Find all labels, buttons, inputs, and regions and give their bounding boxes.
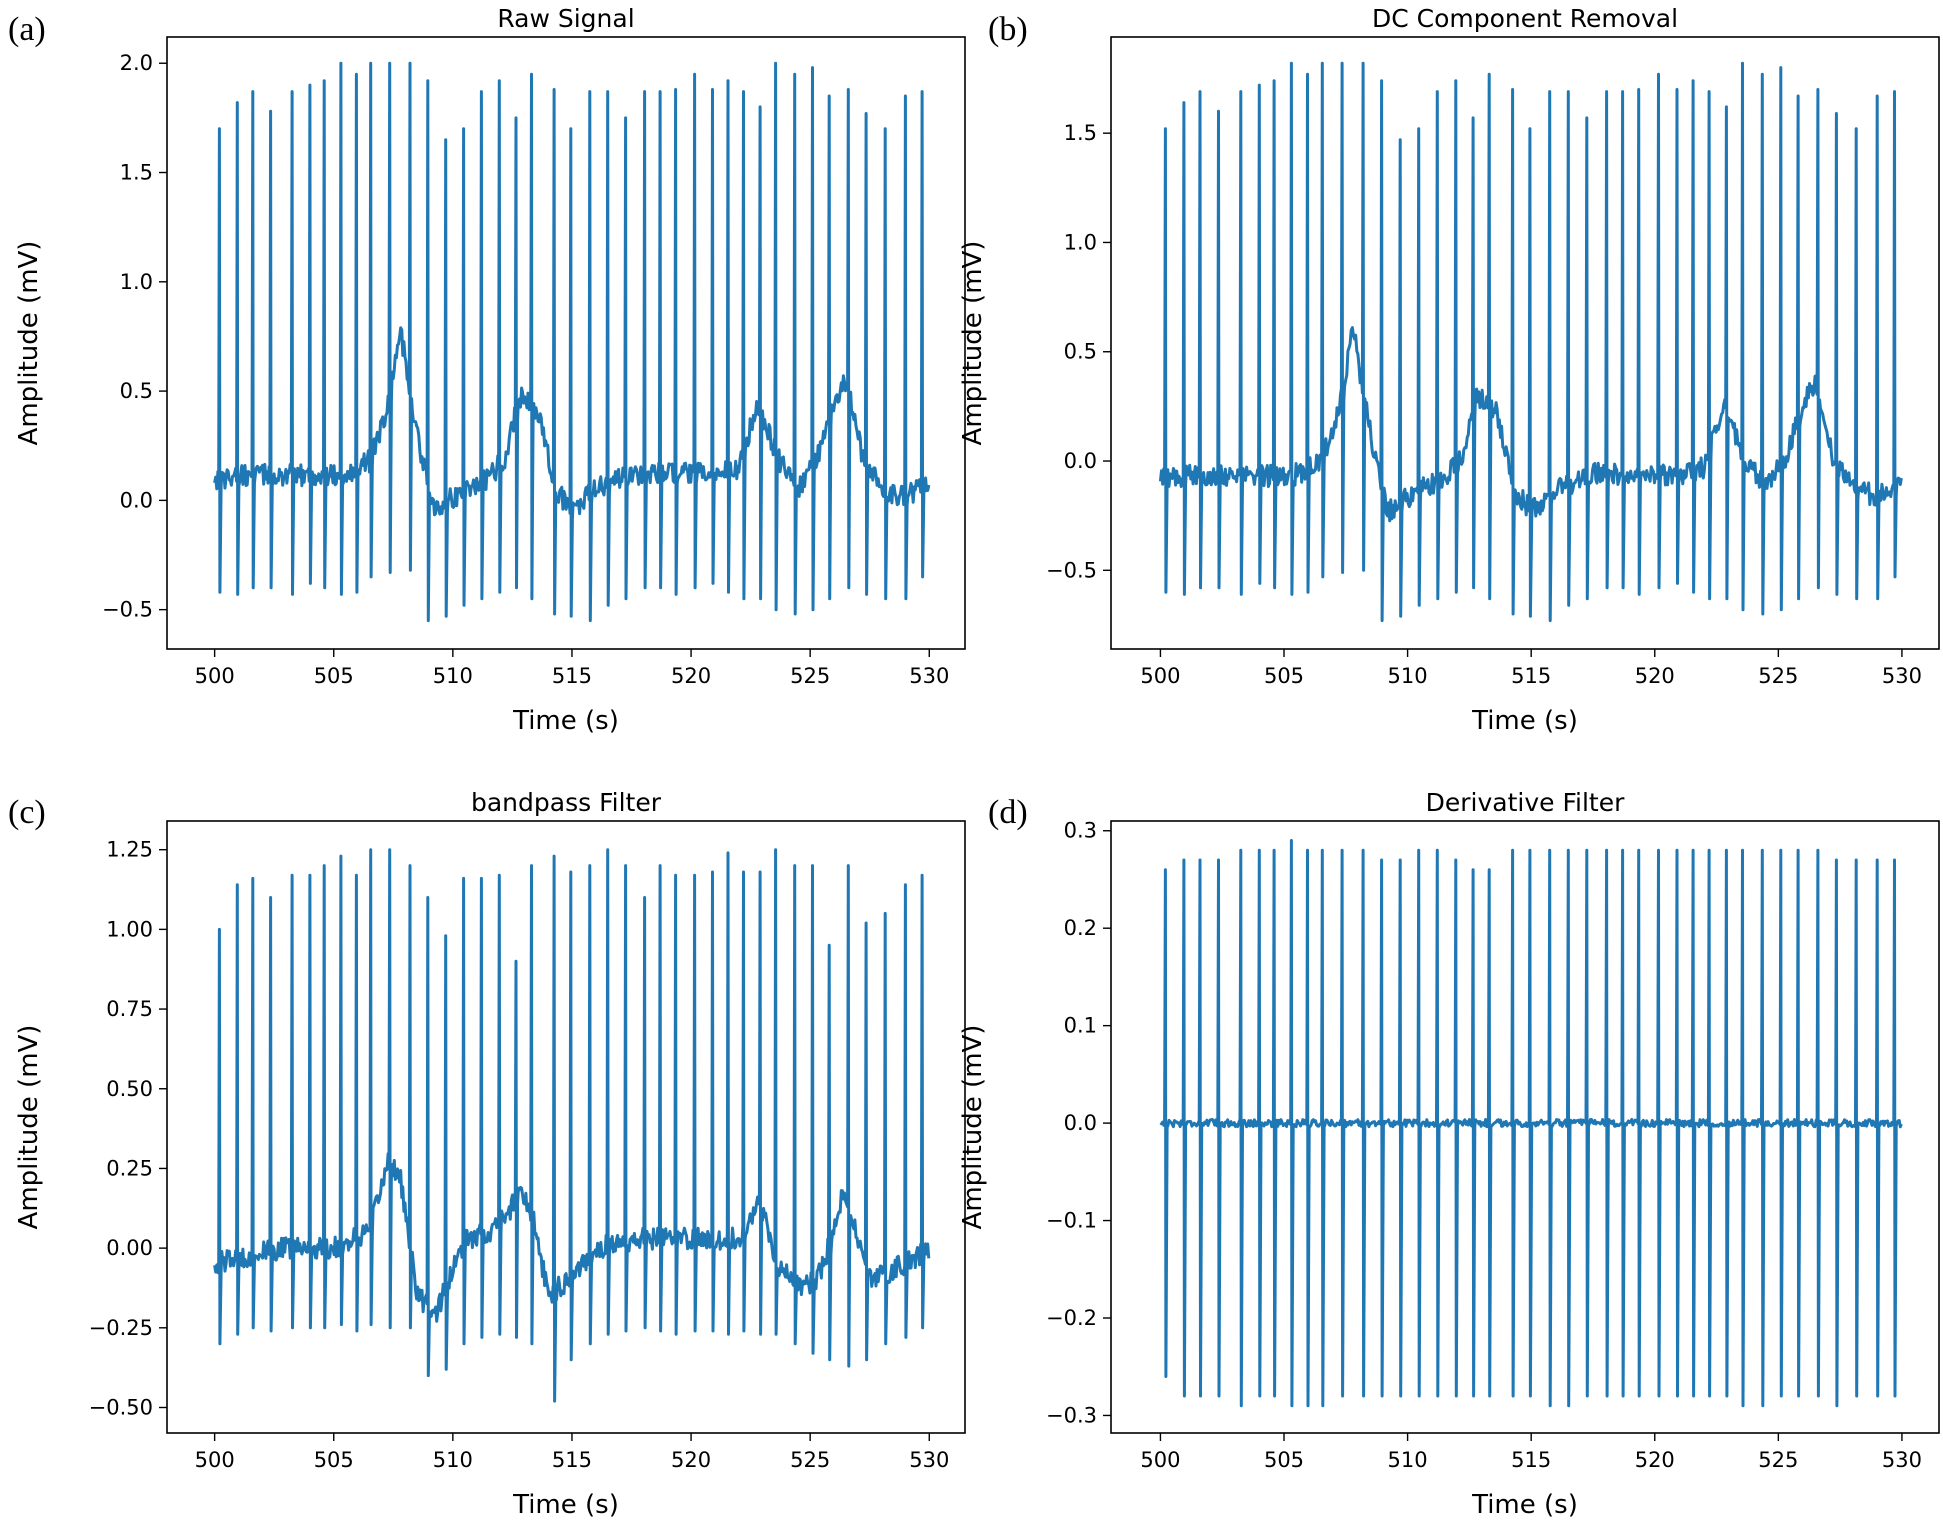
x-tick-label: 500 [195, 1448, 235, 1472]
x-tick-label: 520 [671, 1448, 711, 1472]
y-tick-label: −0.2 [1046, 1306, 1097, 1330]
y-tick-label: 0.00 [106, 1236, 153, 1260]
x-tick-label: 520 [671, 664, 711, 688]
y-axis-label: Amplitude (mV) [14, 1025, 44, 1230]
x-tick-label: 510 [433, 664, 473, 688]
x-tick-label: 530 [909, 1448, 949, 1472]
chart-title: bandpass Filter [471, 788, 662, 817]
y-tick-label: 0.50 [106, 1077, 153, 1101]
y-tick-label: 0.25 [106, 1156, 153, 1180]
x-tick-label: 500 [1140, 1448, 1180, 1472]
x-tick-label: 520 [1635, 664, 1675, 688]
y-tick-label: 0.5 [120, 379, 153, 403]
x-tick-label: 525 [790, 1448, 830, 1472]
series-line-ecg [213, 61, 931, 623]
x-tick-label: 525 [1758, 664, 1798, 688]
series-line-ecg [213, 848, 931, 1403]
series-line-ecg [1158, 61, 1903, 623]
plot-frame [166, 820, 966, 1434]
y-tick-label: 1.00 [106, 917, 153, 941]
x-tick-label: 530 [1882, 1448, 1922, 1472]
y-tick-label: 1.5 [1064, 121, 1097, 145]
plot-frame [166, 36, 966, 650]
chart-title: Raw Signal [497, 4, 634, 33]
y-tick-label: 0.5 [1064, 340, 1097, 364]
chart-panel-1: (a) Raw Signal Time (s) Amplitude (mV) 500 50… [8, 4, 966, 736]
y-tick-label: 0.0 [1064, 449, 1097, 473]
x-tick-label: 510 [433, 1448, 473, 1472]
x-tick-label: 510 [1388, 1448, 1428, 1472]
x-axis-label: Time (s) [512, 1490, 619, 1520]
x-tick-label: 500 [195, 664, 235, 688]
y-tick-label: 0.1 [1064, 1014, 1097, 1038]
panel-label: (a) [8, 11, 46, 48]
panel-label: (b) [988, 11, 1028, 48]
panel-label: (c) [8, 794, 46, 831]
series-line-ecg [1159, 839, 1903, 1408]
y-axis-label: Amplitude (mV) [958, 241, 988, 446]
panel-label: (d) [988, 794, 1028, 831]
x-tick-label: 525 [1758, 1448, 1798, 1472]
y-tick-label: 1.0 [1064, 230, 1097, 254]
y-tick-label: −0.50 [89, 1396, 153, 1420]
x-tick-label: 505 [1264, 664, 1304, 688]
chart-title: Derivative Filter [1426, 788, 1625, 817]
x-tick-label: 505 [314, 664, 354, 688]
y-tick-label: 0.2 [1064, 916, 1097, 940]
y-tick-label: 1.25 [106, 838, 153, 862]
y-tick-label: 0.75 [106, 997, 153, 1021]
x-axis-label: Time (s) [512, 706, 619, 736]
plot-frame [1110, 36, 1940, 650]
x-axis-label: Time (s) [1471, 706, 1578, 736]
x-tick-label: 530 [1882, 664, 1922, 688]
x-tick-label: 515 [1511, 1448, 1551, 1472]
chart-panel-4: (d) Derivative Filter Time (s) Amplitude (m… [958, 788, 1940, 1520]
x-tick-label: 515 [1511, 664, 1551, 688]
y-tick-label: −0.3 [1046, 1403, 1097, 1427]
y-tick-label: −0.5 [102, 598, 153, 622]
x-tick-label: 505 [1264, 1448, 1304, 1472]
x-tick-label: 515 [552, 1448, 592, 1472]
y-tick-label: −0.1 [1046, 1209, 1097, 1233]
chart-panel-3: (c) bandpass Filter Time (s) Amplitude (mV)… [8, 788, 966, 1520]
y-tick-label: 1.5 [120, 161, 153, 185]
x-tick-label: 500 [1140, 664, 1180, 688]
y-tick-label: −0.25 [89, 1316, 153, 1340]
y-tick-label: −0.5 [1046, 558, 1097, 582]
y-tick-label: 0.0 [120, 488, 153, 512]
y-tick-label: 0.0 [1064, 1111, 1097, 1135]
x-tick-label: 515 [552, 664, 592, 688]
x-tick-label: 530 [909, 664, 949, 688]
y-tick-label: 1.0 [120, 270, 153, 294]
x-tick-label: 510 [1388, 664, 1428, 688]
x-tick-label: 525 [790, 664, 830, 688]
chart-title: DC Component Removal [1372, 4, 1678, 33]
y-tick-label: 0.3 [1064, 819, 1097, 843]
chart-panel-2: (b) DC Component Removal Time (s) Amplitude… [958, 4, 1940, 736]
y-axis-label: Amplitude (mV) [14, 241, 44, 446]
y-axis-label: Amplitude (mV) [958, 1025, 988, 1230]
x-tick-label: 520 [1635, 1448, 1675, 1472]
x-tick-label: 505 [314, 1448, 354, 1472]
x-axis-label: Time (s) [1471, 1490, 1578, 1520]
y-tick-label: 2.0 [120, 51, 153, 75]
plot-frame [1110, 820, 1940, 1434]
